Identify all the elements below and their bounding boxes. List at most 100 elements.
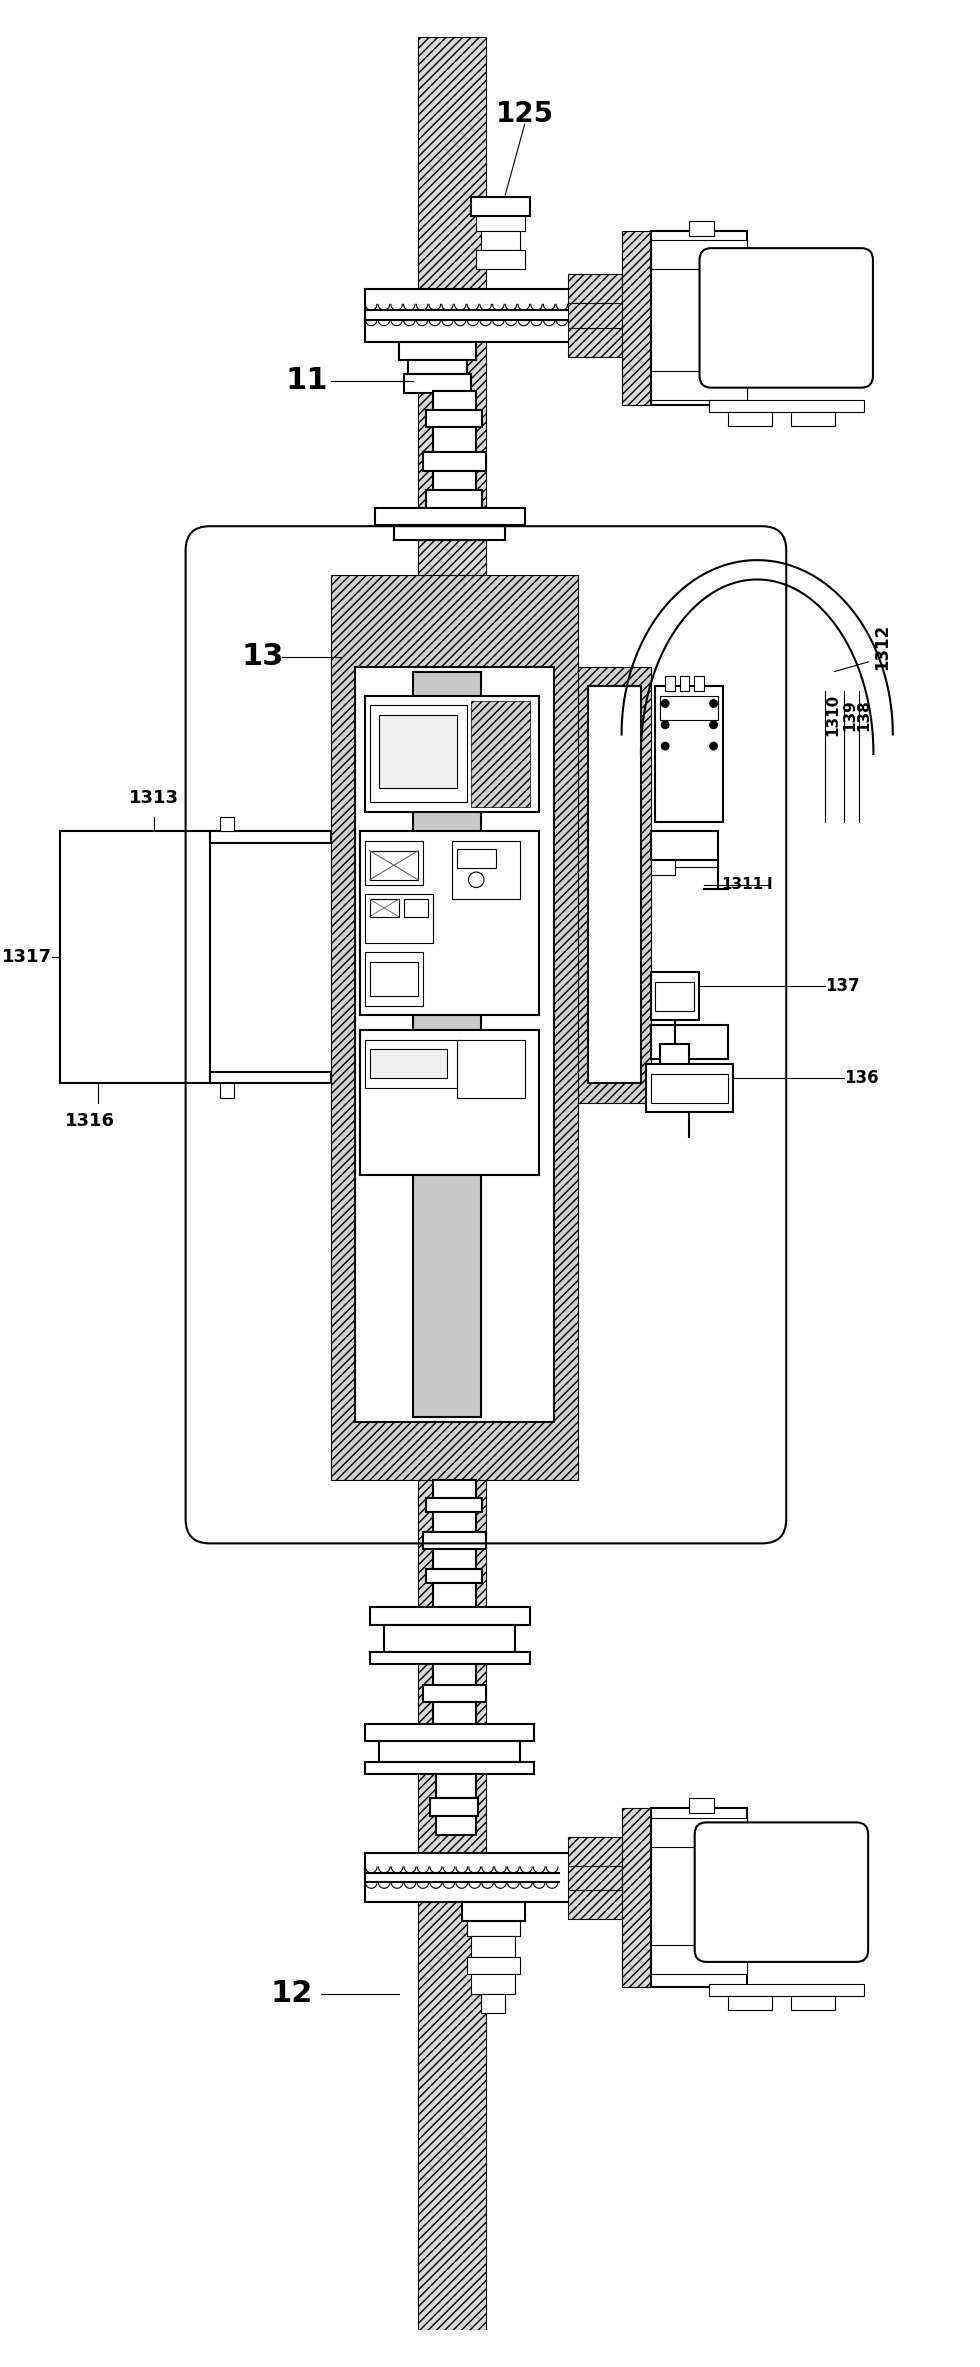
Bar — [471, 196, 529, 215]
Bar — [452, 840, 519, 899]
Bar — [661, 1044, 689, 1070]
Bar — [588, 686, 641, 1084]
Bar — [651, 1075, 728, 1103]
Bar — [651, 973, 699, 1020]
Bar — [646, 1063, 733, 1112]
Bar — [210, 831, 331, 843]
Bar — [709, 1984, 863, 1995]
Bar — [432, 1479, 476, 1498]
Bar — [220, 1084, 234, 1098]
Circle shape — [710, 722, 717, 729]
Bar — [568, 1837, 621, 1920]
Circle shape — [662, 743, 669, 750]
Bar — [365, 952, 423, 1006]
Bar — [578, 667, 651, 1103]
Bar — [432, 471, 476, 490]
Text: 1312: 1312 — [873, 625, 892, 670]
Text: 137: 137 — [825, 978, 859, 997]
Bar — [369, 1049, 447, 1079]
Bar — [369, 1607, 529, 1624]
Bar — [430, 1799, 478, 1815]
Bar — [414, 672, 481, 1418]
Circle shape — [710, 743, 717, 750]
Text: 1317: 1317 — [2, 949, 52, 966]
Bar — [656, 686, 723, 821]
Bar — [432, 1664, 476, 1685]
Bar — [423, 1685, 486, 1702]
Bar — [651, 862, 675, 876]
Bar — [360, 1030, 539, 1176]
Bar — [476, 251, 524, 270]
Bar — [665, 677, 675, 691]
FancyBboxPatch shape — [695, 1823, 868, 1962]
Bar — [651, 1808, 748, 1986]
Bar — [621, 230, 651, 405]
Bar — [656, 982, 694, 1011]
Bar — [694, 677, 704, 691]
Bar — [369, 961, 418, 997]
Bar — [404, 374, 471, 393]
Bar — [210, 1072, 331, 1084]
Bar — [476, 215, 524, 230]
Bar — [60, 831, 210, 1084]
Text: 1313: 1313 — [128, 788, 178, 807]
Bar — [365, 840, 423, 885]
Bar — [621, 1808, 651, 1986]
Bar — [379, 1742, 519, 1763]
Bar — [481, 1993, 506, 2014]
Bar — [791, 1995, 835, 2010]
Bar — [365, 696, 539, 812]
Text: 1316: 1316 — [65, 1112, 115, 1131]
Bar — [435, 1815, 476, 1834]
Bar — [426, 1569, 482, 1584]
Bar — [355, 667, 554, 1423]
Bar — [462, 1901, 524, 1922]
Text: 1310: 1310 — [825, 694, 840, 736]
Circle shape — [662, 701, 669, 708]
Bar — [379, 715, 457, 788]
FancyBboxPatch shape — [700, 249, 873, 388]
Bar — [432, 391, 476, 409]
Bar — [432, 1702, 476, 1723]
Bar — [369, 1652, 529, 1664]
Bar — [418, 38, 486, 2329]
Bar — [369, 705, 466, 802]
Bar — [404, 899, 428, 916]
Bar — [331, 575, 578, 1479]
Text: 11: 11 — [285, 367, 328, 395]
Bar — [365, 1039, 462, 1089]
Bar — [435, 1773, 476, 1799]
Bar — [680, 677, 689, 691]
Text: 136: 136 — [845, 1070, 879, 1086]
Bar — [481, 230, 519, 251]
Bar — [426, 1498, 482, 1513]
Bar — [369, 850, 418, 881]
Bar — [426, 490, 482, 509]
Text: 1311: 1311 — [721, 878, 763, 892]
Bar — [651, 1946, 748, 1974]
Text: 138: 138 — [856, 698, 871, 731]
Bar — [365, 895, 432, 942]
Text: 13: 13 — [242, 641, 284, 672]
Circle shape — [710, 701, 717, 708]
Bar — [728, 1995, 771, 2010]
Bar — [365, 289, 631, 343]
Bar — [365, 1853, 616, 1901]
Bar — [399, 343, 476, 360]
Bar — [457, 1039, 524, 1098]
Bar — [365, 1763, 534, 1773]
Bar — [457, 850, 496, 869]
Bar — [409, 360, 466, 374]
Bar — [651, 1025, 728, 1058]
Bar — [432, 1584, 476, 1607]
Bar — [432, 1550, 476, 1569]
Bar — [651, 230, 748, 405]
Bar — [471, 701, 529, 807]
Text: I: I — [767, 878, 772, 892]
Bar — [689, 220, 713, 237]
Bar — [651, 241, 748, 270]
Bar — [661, 696, 718, 720]
Bar — [423, 452, 486, 471]
Bar — [220, 817, 234, 831]
Text: 125: 125 — [496, 99, 554, 128]
